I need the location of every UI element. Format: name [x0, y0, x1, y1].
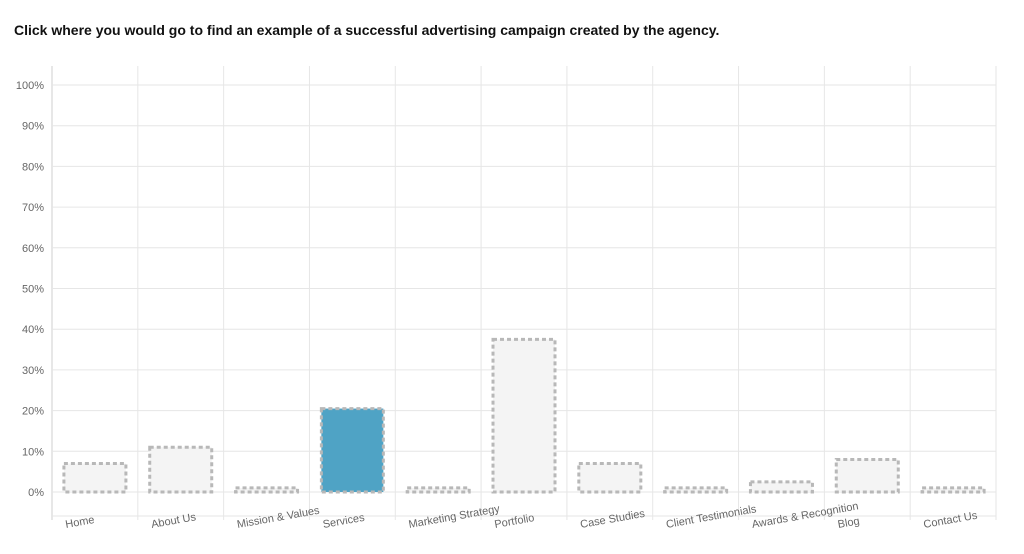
- grid-lines: [51, 66, 997, 520]
- bar-contact-us[interactable]: [920, 486, 986, 494]
- bar-blog[interactable]: [834, 457, 900, 494]
- y-tick-label: 30%: [22, 365, 44, 377]
- bar-about-us[interactable]: [148, 445, 214, 494]
- bar-home[interactable]: [62, 462, 128, 494]
- x-category-label: Blog: [837, 515, 861, 531]
- y-axis-ticks: 0% 10% 20% 30% 40% 50% 60% 70% 80% 90% 100%: [16, 80, 44, 499]
- question-text: Click where you would go to find an exam…: [14, 22, 720, 38]
- bar-client-testimonials[interactable]: [663, 486, 729, 494]
- y-tick-label: 10%: [22, 446, 44, 458]
- x-category-label: Services: [322, 512, 366, 531]
- x-category-label: Case Studies: [579, 508, 646, 531]
- y-tick-label: 60%: [22, 243, 44, 255]
- bar-portfolio[interactable]: [491, 337, 557, 494]
- x-category-label: Mission & Values: [236, 505, 321, 531]
- x-category-label: Client Testimonials: [665, 503, 758, 531]
- bar-awards-recognition[interactable]: [748, 480, 814, 494]
- x-category-label: About Us: [150, 511, 197, 531]
- y-tick-label: 40%: [22, 324, 44, 336]
- y-tick-label: 100%: [16, 80, 44, 92]
- y-tick-label: 70%: [22, 202, 44, 214]
- x-category-label: Marketing Strategy: [408, 503, 501, 531]
- bars[interactable]: [62, 337, 986, 494]
- y-tick-label: 50%: [22, 284, 44, 296]
- x-category-label: Contact Us: [923, 510, 979, 531]
- x-category-label: Home: [64, 514, 95, 531]
- bar-services[interactable]: [319, 407, 385, 494]
- y-tick-label: 90%: [22, 121, 44, 133]
- y-tick-label: 20%: [22, 406, 44, 418]
- bar-mission-values[interactable]: [234, 486, 300, 494]
- y-tick-label: 0%: [28, 487, 44, 499]
- bar-marketing-strategy[interactable]: [405, 486, 471, 494]
- bar-case-studies[interactable]: [577, 462, 643, 494]
- y-tick-label: 80%: [22, 161, 44, 173]
